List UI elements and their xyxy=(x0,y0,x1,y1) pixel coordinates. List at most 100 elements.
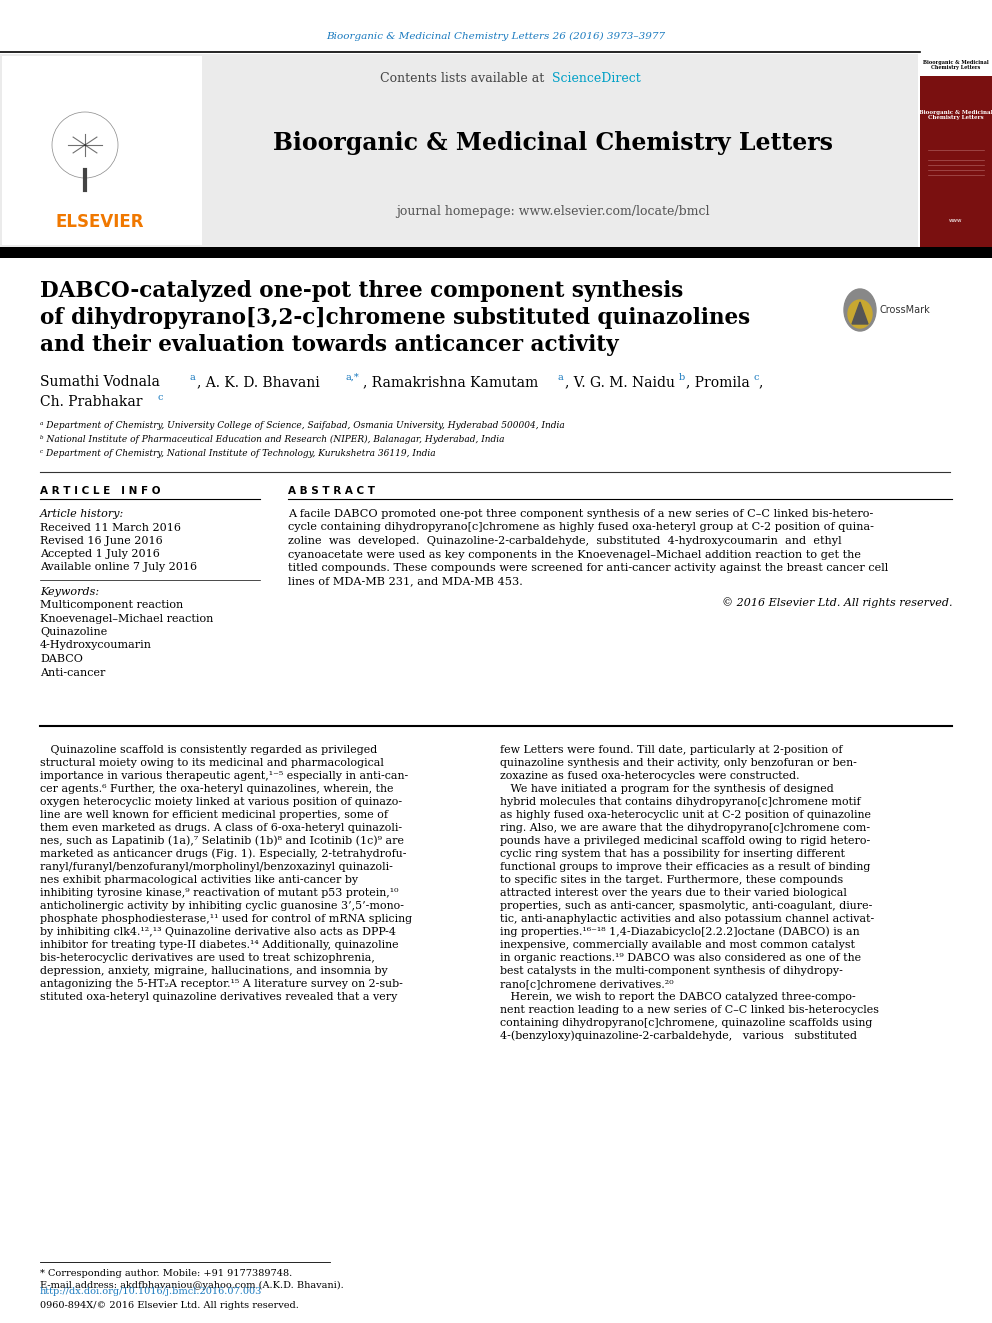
Text: Keywords:: Keywords: xyxy=(40,587,99,597)
Text: 4-Hydroxycoumarin: 4-Hydroxycoumarin xyxy=(40,640,152,651)
Text: importance in various therapeutic agent,¹⁻⁵ especially in anti-can-: importance in various therapeutic agent,… xyxy=(40,771,409,781)
Text: pounds have a privileged medicinal scaffold owing to rigid hetero-: pounds have a privileged medicinal scaff… xyxy=(500,836,870,845)
Text: best catalysts in the multi-component synthesis of dihydropy-: best catalysts in the multi-component sy… xyxy=(500,966,843,976)
Text: antagonizing the 5-HT₂A receptor.¹⁵ A literature survey on 2-sub-: antagonizing the 5-HT₂A receptor.¹⁵ A li… xyxy=(40,979,403,990)
Text: stituted oxa-heteryl quinazoline derivatives revealed that a very: stituted oxa-heteryl quinazoline derivat… xyxy=(40,992,398,1002)
Text: nent reaction leading to a new series of C–C linked bis-heterocycles: nent reaction leading to a new series of… xyxy=(500,1005,879,1015)
Text: a: a xyxy=(190,373,195,381)
Text: Herein, we wish to report the DABCO catalyzed three-compo-: Herein, we wish to report the DABCO cata… xyxy=(500,992,856,1002)
Text: tic, anti-anaphylactic activities and also potassium channel activat-: tic, anti-anaphylactic activities and al… xyxy=(500,914,874,923)
Text: lines of MDA-MB 231, and MDA-MB 453.: lines of MDA-MB 231, and MDA-MB 453. xyxy=(288,577,523,586)
Text: b: b xyxy=(679,373,685,381)
Text: line are well known for efficient medicinal properties, some of: line are well known for efficient medici… xyxy=(40,810,388,820)
Text: oxygen heterocyclic moiety linked at various position of quinazo-: oxygen heterocyclic moiety linked at var… xyxy=(40,796,402,807)
Text: Bioorganic & Medicinal Chemistry Letters: Bioorganic & Medicinal Chemistry Letters xyxy=(273,131,833,155)
Bar xyxy=(2,56,202,245)
Ellipse shape xyxy=(844,288,876,331)
Text: them even marketed as drugs. A class of 6-oxa-heteryl quinazoli-: them even marketed as drugs. A class of … xyxy=(40,823,402,833)
Text: DABCO-catalyzed one-pot three component synthesis: DABCO-catalyzed one-pot three component … xyxy=(40,280,683,302)
Text: cycle containing dihydropyrano[c]chromene as highly fused oxa-heteryl group at C: cycle containing dihydropyrano[c]chromen… xyxy=(288,523,874,532)
Text: ᶜ Department of Chemistry, National Institute of Technology, Kurukshetra 36119, : ᶜ Department of Chemistry, National Inst… xyxy=(40,448,435,458)
Text: Anti-cancer: Anti-cancer xyxy=(40,668,105,677)
Text: anticholinergic activity by inhibiting cyclic guanosine 3’,5’-mono-: anticholinergic activity by inhibiting c… xyxy=(40,901,404,912)
Text: containing dihydropyrano[c]chromene, quinazoline scaffolds using: containing dihydropyrano[c]chromene, qui… xyxy=(500,1017,872,1028)
Bar xyxy=(920,54,992,247)
Text: attracted interest over the years due to their varied biological: attracted interest over the years due to… xyxy=(500,888,847,898)
Text: Quinazoline: Quinazoline xyxy=(40,627,107,636)
Text: Knoevenagel–Michael reaction: Knoevenagel–Michael reaction xyxy=(40,614,213,623)
Text: Contents lists available at: Contents lists available at xyxy=(380,71,548,85)
Text: journal homepage: www.elsevier.com/locate/bmcl: journal homepage: www.elsevier.com/locat… xyxy=(396,205,709,218)
Text: Ch. Prabhakar: Ch. Prabhakar xyxy=(40,396,143,409)
Bar xyxy=(0,247,992,258)
Text: CrossMark: CrossMark xyxy=(880,306,930,315)
Bar xyxy=(0,54,918,247)
Text: , V. G. M. Naidu: , V. G. M. Naidu xyxy=(565,374,675,389)
Text: of dihydropyrano[3,2-c]chromene substituted quinazolines: of dihydropyrano[3,2-c]chromene substitu… xyxy=(40,307,750,329)
Text: A facile DABCO promoted one-pot three component synthesis of a new series of C–C: A facile DABCO promoted one-pot three co… xyxy=(288,509,873,519)
Text: * Corresponding author. Mobile: +91 9177389748.: * Corresponding author. Mobile: +91 9177… xyxy=(40,1269,293,1278)
Text: , Ramakrishna Kamutam: , Ramakrishna Kamutam xyxy=(363,374,539,389)
Text: cer agents.⁶ Further, the oxa-heteryl quinazolines, wherein, the: cer agents.⁶ Further, the oxa-heteryl qu… xyxy=(40,785,394,794)
Text: Multicomponent reaction: Multicomponent reaction xyxy=(40,601,184,610)
Text: nes, such as Lapatinib (1a),⁷ Selatinib (1b)⁸ and Icotinib (1c)⁹ are: nes, such as Lapatinib (1a),⁷ Selatinib … xyxy=(40,836,404,847)
Text: c: c xyxy=(158,393,164,401)
Text: Bioorganic & Medicinal
Chemistry Letters: Bioorganic & Medicinal Chemistry Letters xyxy=(920,110,992,120)
Text: Accepted 1 July 2016: Accepted 1 July 2016 xyxy=(40,549,160,560)
Text: A B S T R A C T: A B S T R A C T xyxy=(288,486,375,496)
Bar xyxy=(920,54,992,75)
Text: ScienceDirect: ScienceDirect xyxy=(552,71,641,85)
Text: www: www xyxy=(949,217,963,222)
Text: depression, anxiety, migraine, hallucinations, and insomnia by: depression, anxiety, migraine, hallucina… xyxy=(40,966,388,976)
Text: ring. Also, we are aware that the dihydropyrano[c]chromene com-: ring. Also, we are aware that the dihydr… xyxy=(500,823,870,833)
Text: bis-heterocyclic derivatives are used to treat schizophrenia,: bis-heterocyclic derivatives are used to… xyxy=(40,953,375,963)
Text: , A. K. D. Bhavani: , A. K. D. Bhavani xyxy=(197,374,319,389)
Text: Quinazoline scaffold is consistently regarded as privileged: Quinazoline scaffold is consistently reg… xyxy=(40,745,377,755)
Text: cyanoacetate were used as key components in the Knoevenagel–Michael addition rea: cyanoacetate were used as key components… xyxy=(288,549,861,560)
Text: marketed as anticancer drugs (Fig. 1). Especially, 2-tetrahydrofu-: marketed as anticancer drugs (Fig. 1). E… xyxy=(40,849,407,859)
Text: structural moiety owing to its medicinal and pharmacological: structural moiety owing to its medicinal… xyxy=(40,758,384,767)
Text: Article history:: Article history: xyxy=(40,509,124,519)
Text: c: c xyxy=(753,373,759,381)
Text: ranyl/furanyl/benzofuranyl/morpholinyl/benzoxazinyl quinazoli-: ranyl/furanyl/benzofuranyl/morpholinyl/b… xyxy=(40,863,393,872)
Text: ELSEVIER: ELSEVIER xyxy=(56,213,144,232)
Text: a,*: a,* xyxy=(346,373,360,381)
Text: cyclic ring system that has a possibility for inserting different: cyclic ring system that has a possibilit… xyxy=(500,849,845,859)
Polygon shape xyxy=(852,302,868,324)
Text: E-mail address: akdfbhavaniou@yahoo.com (A.K.D. Bhavani).: E-mail address: akdfbhavaniou@yahoo.com … xyxy=(40,1281,344,1290)
Text: Revised 16 June 2016: Revised 16 June 2016 xyxy=(40,536,163,546)
Text: , Promila: , Promila xyxy=(686,374,750,389)
Text: ing properties.¹⁶⁻¹⁸ 1,4-Diazabicyclo[2.2.2]octane (DABCO) is an: ing properties.¹⁶⁻¹⁸ 1,4-Diazabicyclo[2.… xyxy=(500,926,860,937)
Text: and their evaluation towards anticancer activity: and their evaluation towards anticancer … xyxy=(40,333,619,356)
Text: Received 11 March 2016: Received 11 March 2016 xyxy=(40,523,181,533)
Text: ᵃ Department of Chemistry, University College of Science, Saifabad, Osmania Univ: ᵃ Department of Chemistry, University Co… xyxy=(40,421,564,430)
Text: phosphate phosphodiesterase,¹¹ used for control of mRNA splicing: phosphate phosphodiesterase,¹¹ used for … xyxy=(40,914,412,923)
Text: 4-(benzyloxy)quinazoline-2-carbaldehyde,   various   substituted: 4-(benzyloxy)quinazoline-2-carbaldehyde,… xyxy=(500,1031,857,1041)
Text: quinazoline synthesis and their activity, only benzofuran or ben-: quinazoline synthesis and their activity… xyxy=(500,758,857,767)
Text: Available online 7 July 2016: Available online 7 July 2016 xyxy=(40,562,197,572)
Text: zoxazine as fused oxa-heterocycles were constructed.: zoxazine as fused oxa-heterocycles were … xyxy=(500,771,800,781)
Text: zoline  was  developed.  Quinazoline-2-carbaldehyde,  substituted  4-hydroxycoum: zoline was developed. Quinazoline-2-carb… xyxy=(288,536,841,546)
Text: ᵇ National Institute of Pharmaceutical Education and Research (NIPER), Balanagar: ᵇ National Institute of Pharmaceutical E… xyxy=(40,434,505,443)
Text: as highly fused oxa-heterocyclic unit at C-2 position of quinazoline: as highly fused oxa-heterocyclic unit at… xyxy=(500,810,871,820)
Text: a: a xyxy=(558,373,563,381)
Text: Bioorganic & Medicinal Chemistry Letters 26 (2016) 3973–3977: Bioorganic & Medicinal Chemistry Letters… xyxy=(326,32,666,41)
Text: inexpensive, commercially available and most common catalyst: inexpensive, commercially available and … xyxy=(500,941,855,950)
Text: http://dx.doi.org/10.1016/j.bmcl.2016.07.003: http://dx.doi.org/10.1016/j.bmcl.2016.07… xyxy=(40,1286,262,1295)
Text: rano[c]chromene derivatives.²⁰: rano[c]chromene derivatives.²⁰ xyxy=(500,979,674,990)
Text: ,: , xyxy=(758,374,763,389)
Text: 0960-894X/© 2016 Elsevier Ltd. All rights reserved.: 0960-894X/© 2016 Elsevier Ltd. All right… xyxy=(40,1301,299,1310)
Text: in organic reactions.¹⁹ DABCO was also considered as one of the: in organic reactions.¹⁹ DABCO was also c… xyxy=(500,953,861,963)
Ellipse shape xyxy=(848,300,872,328)
Text: inhibiting tyrosine kinase,⁹ reactivation of mutant p53 protein,¹⁰: inhibiting tyrosine kinase,⁹ reactivatio… xyxy=(40,888,399,898)
Text: titled compounds. These compounds were screened for anti-cancer activity against: titled compounds. These compounds were s… xyxy=(288,564,888,573)
Text: inhibitor for treating type-II diabetes.¹⁴ Additionally, quinazoline: inhibitor for treating type-II diabetes.… xyxy=(40,941,399,950)
Text: © 2016 Elsevier Ltd. All rights reserved.: © 2016 Elsevier Ltd. All rights reserved… xyxy=(721,598,952,609)
Text: to specific sites in the target. Furthermore, these compounds: to specific sites in the target. Further… xyxy=(500,875,843,885)
Text: hybrid molecules that contains dihydropyrano[c]chromene motif: hybrid molecules that contains dihydropy… xyxy=(500,796,861,807)
Text: nes exhibit pharmacological activities like anti-cancer by: nes exhibit pharmacological activities l… xyxy=(40,875,358,885)
Text: functional groups to improve their efficacies as a result of binding: functional groups to improve their effic… xyxy=(500,863,870,872)
Text: A R T I C L E   I N F O: A R T I C L E I N F O xyxy=(40,486,161,496)
Text: DABCO: DABCO xyxy=(40,654,83,664)
Text: Bioorganic & Medicinal
Chemistry Letters: Bioorganic & Medicinal Chemistry Letters xyxy=(924,60,989,70)
